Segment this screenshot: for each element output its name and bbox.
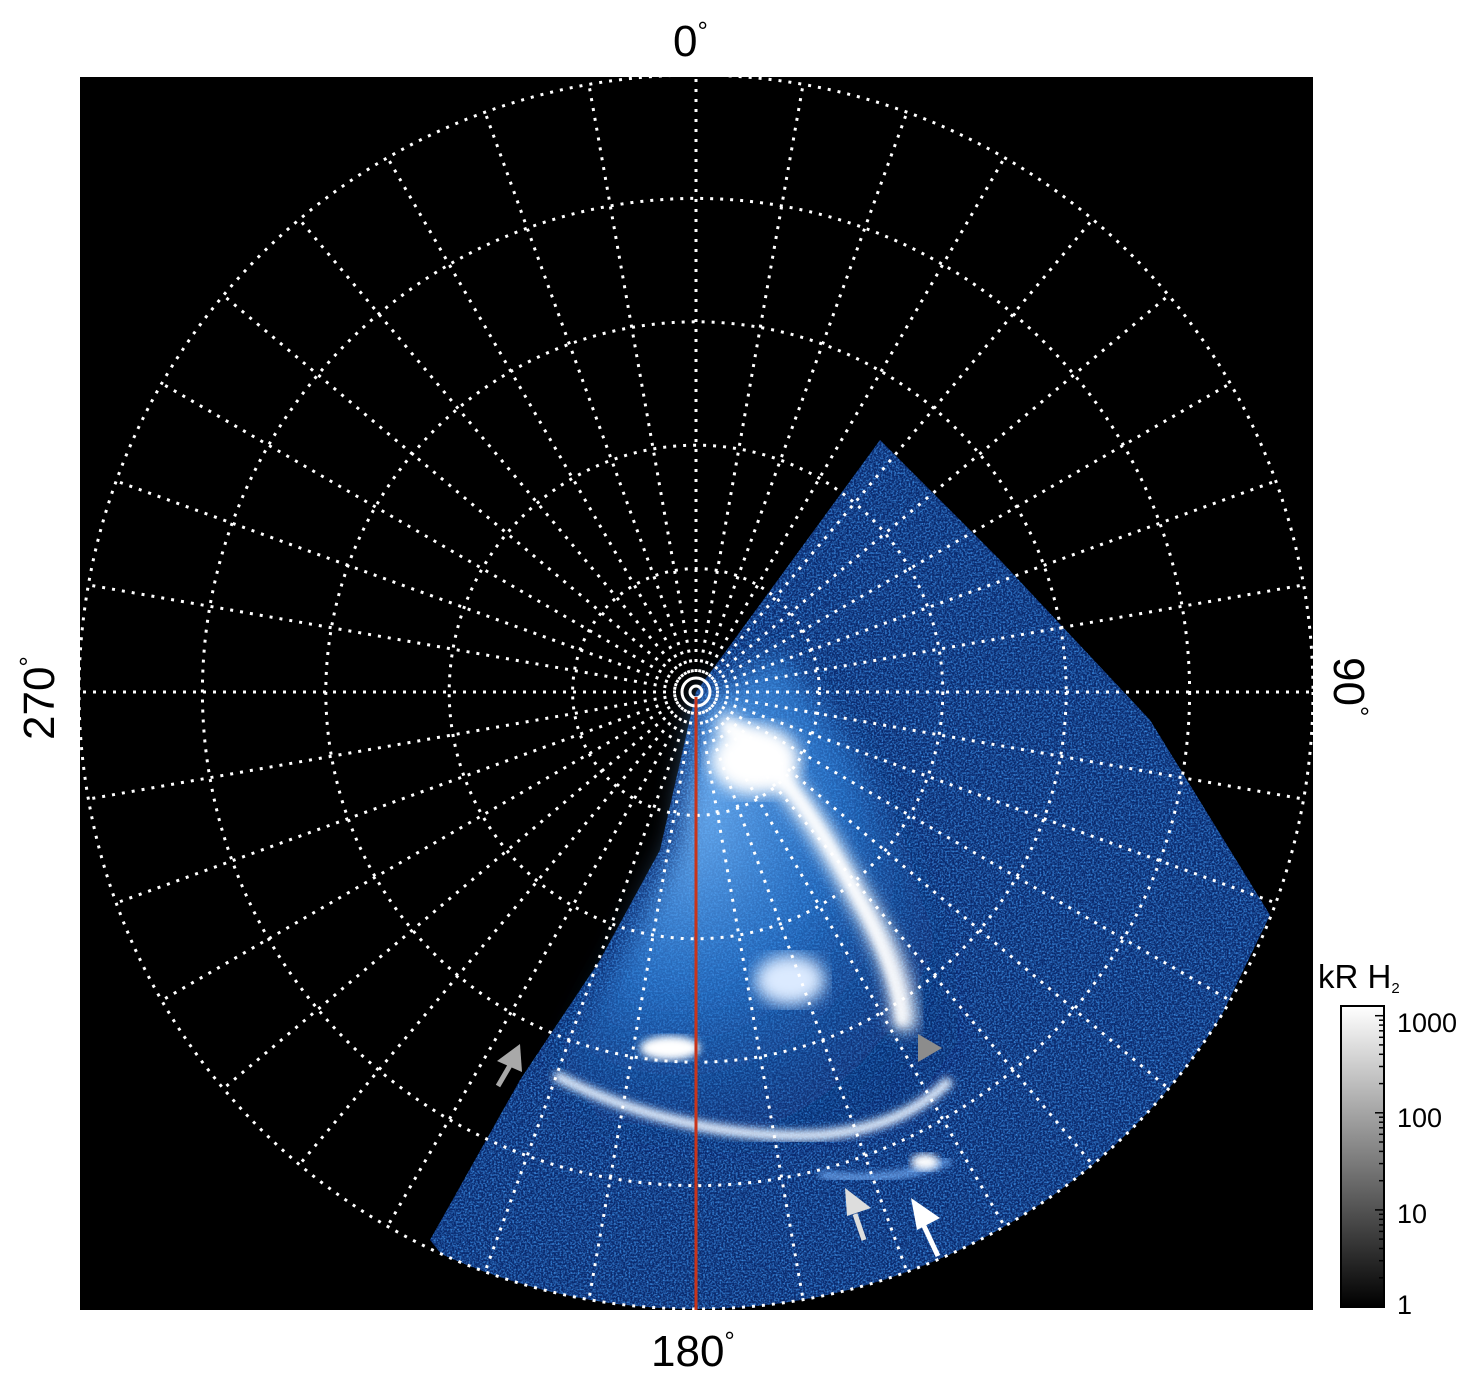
latitude-ring [447, 443, 945, 941]
colorbar-title: kR H2 [1318, 958, 1400, 997]
colorbar-ticks [1375, 1014, 1384, 1308]
colorbar-tick-label: 100 [1397, 1103, 1443, 1133]
emission-blob [640, 1036, 700, 1060]
label-180-degrees: 180° [651, 1326, 735, 1376]
label-270-degrees: 270° [14, 656, 64, 740]
arrow-lower-right [911, 1198, 941, 1258]
outer-auroral-arc [552, 1070, 954, 1141]
latitude-ring [200, 196, 1192, 1188]
triangle-marker [918, 1034, 942, 1062]
colorbar [1340, 1005, 1385, 1308]
emission-blob [755, 955, 825, 1005]
latitude-ring [571, 567, 821, 817]
label-90-degrees: 90° [1324, 657, 1374, 717]
arrow-lower-middle [845, 1188, 871, 1241]
satellite-footprint [911, 1154, 939, 1170]
label-0-degrees: 0° [673, 16, 708, 66]
aurora-image [80, 77, 1313, 1310]
inner-glow [560, 650, 960, 1140]
arrow-upper-left [495, 1044, 522, 1088]
colorbar-tick-label: 10 [1397, 1199, 1428, 1229]
colorbar-tick-label: 1 [1397, 1290, 1413, 1320]
colorbar-tick-label: 1000 [1397, 1008, 1458, 1038]
